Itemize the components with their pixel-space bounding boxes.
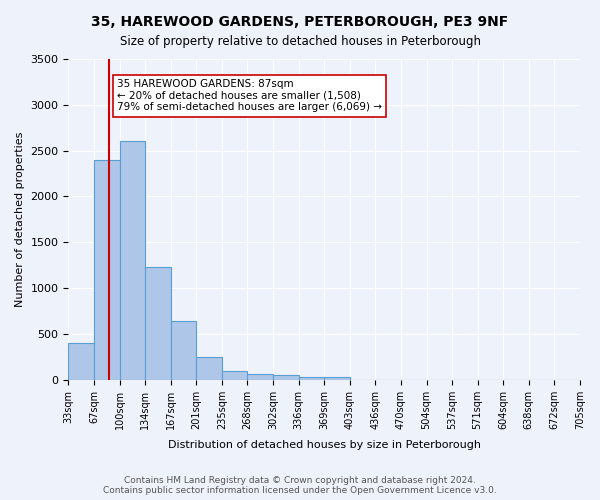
Bar <box>222 370 247 380</box>
Bar <box>299 377 324 380</box>
Text: Contains HM Land Registry data © Crown copyright and database right 2024.
Contai: Contains HM Land Registry data © Crown c… <box>103 476 497 495</box>
Text: 35 HAREWOOD GARDENS: 87sqm
← 20% of detached houses are smaller (1,508)
79% of s: 35 HAREWOOD GARDENS: 87sqm ← 20% of deta… <box>117 79 382 112</box>
Bar <box>247 374 273 380</box>
Text: 35, HAREWOOD GARDENS, PETERBOROUGH, PE3 9NF: 35, HAREWOOD GARDENS, PETERBOROUGH, PE3 … <box>91 15 509 29</box>
Y-axis label: Number of detached properties: Number of detached properties <box>15 132 25 307</box>
Bar <box>171 321 196 380</box>
Bar <box>68 343 94 380</box>
Bar <box>119 142 145 380</box>
X-axis label: Distribution of detached houses by size in Peterborough: Distribution of detached houses by size … <box>168 440 481 450</box>
Bar <box>196 357 222 380</box>
Bar <box>273 375 299 380</box>
Text: Size of property relative to detached houses in Peterborough: Size of property relative to detached ho… <box>119 35 481 48</box>
Bar <box>94 160 119 380</box>
Bar <box>145 267 171 380</box>
Bar <box>324 377 350 380</box>
